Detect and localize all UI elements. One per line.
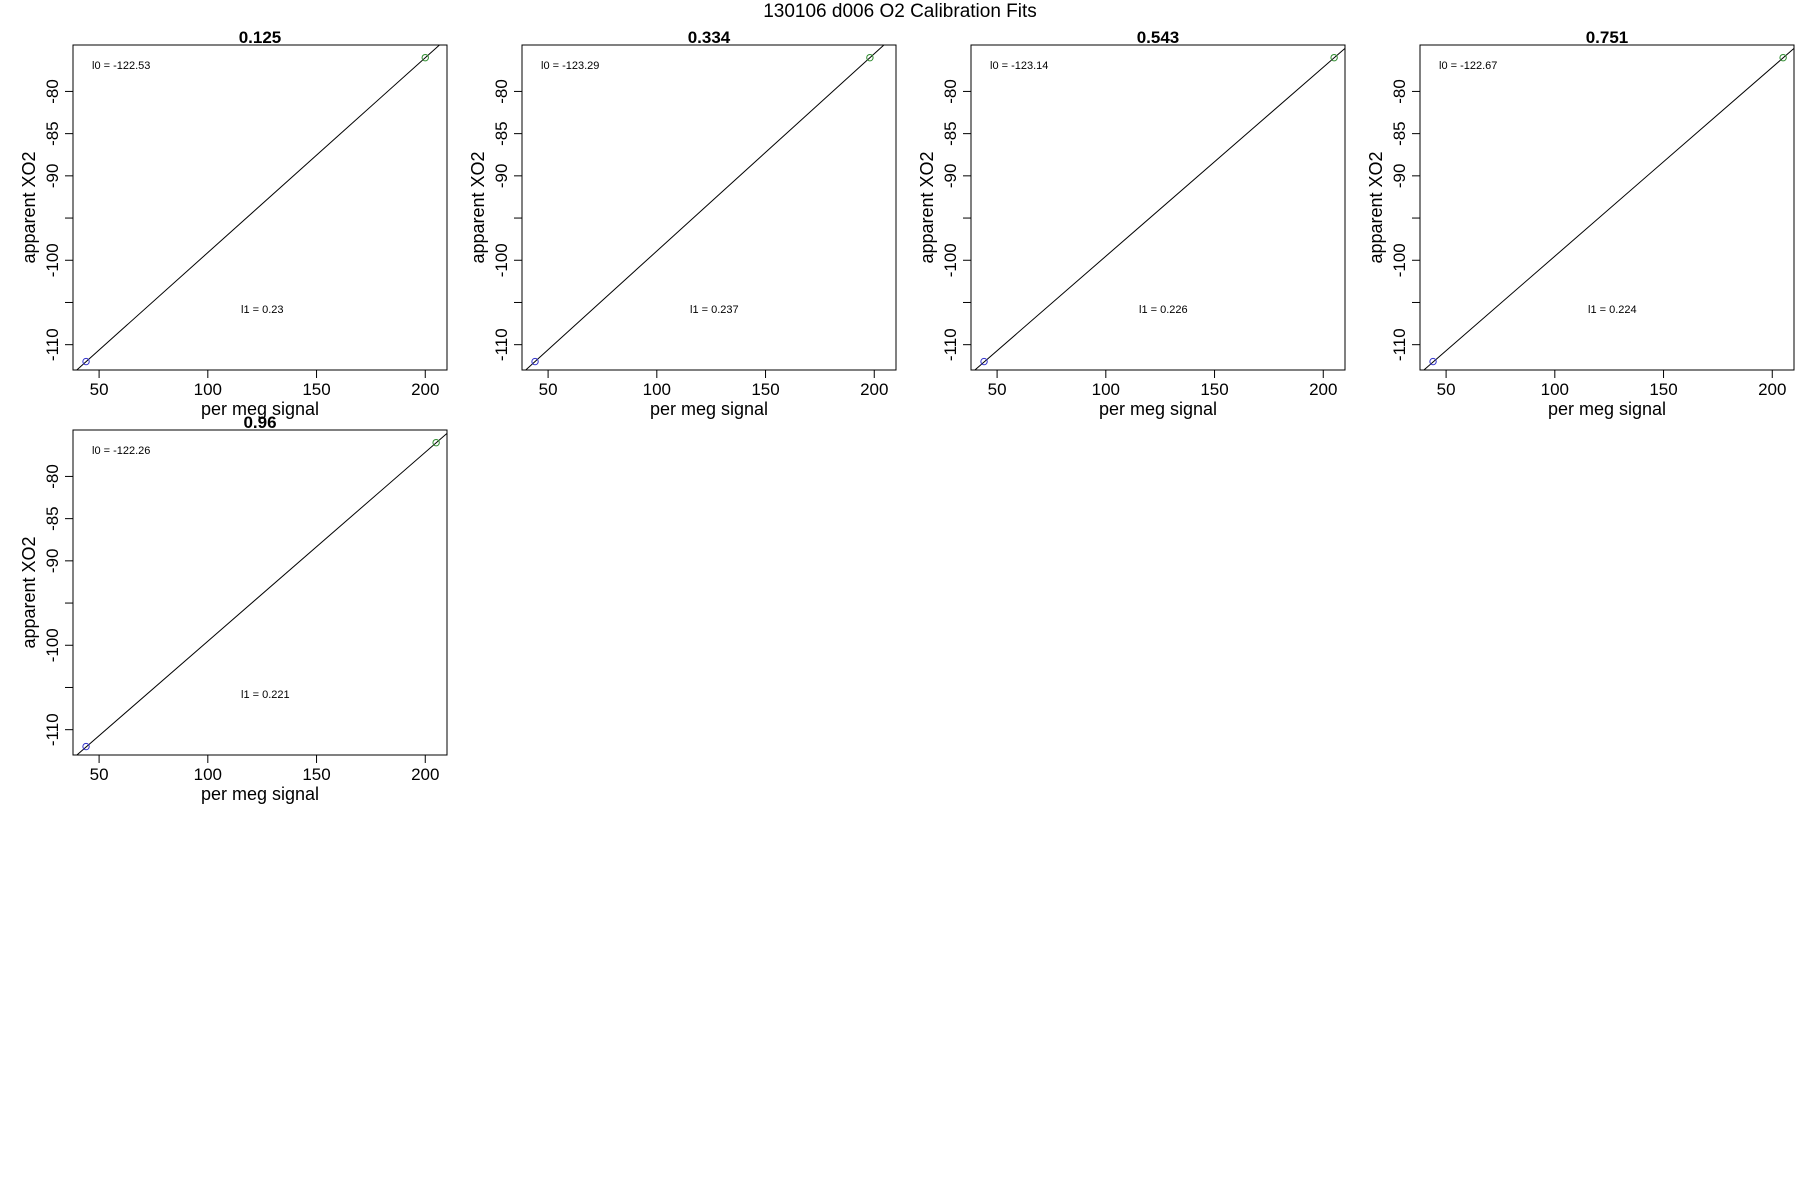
panel-3-x-tick-label-200: 200: [1309, 380, 1337, 399]
panel-2-y-tick-label-4: -100: [492, 243, 511, 277]
panel-5-y-tick-label-0: -80: [43, 464, 62, 489]
panel-3-plot-frame: [970, 44, 1346, 371]
panel-2-y-tick-label-2: -90: [492, 164, 511, 189]
panel-3-x-tick-label-150: 150: [1200, 380, 1228, 399]
panel-1-y-tick-label-0: -80: [43, 79, 62, 104]
panel-4-title: 0.751: [1586, 28, 1629, 47]
panel-1-data-point-2: [421, 53, 429, 62]
panel-2-x-tick-label-200: 200: [860, 380, 888, 399]
panel-2-x-tick-label-50: 50: [539, 380, 558, 399]
panel-5-x-axis-label: per meg signal: [201, 784, 319, 804]
panel-1-l0-annotation: l0 = -122.53: [92, 60, 150, 72]
panel-5-y-tick-label-1: -85: [43, 506, 62, 531]
panel-3-data-point-2: [1330, 53, 1338, 62]
panel-4-x-tick-label-200: 200: [1758, 380, 1786, 399]
panel-1-x-axis-label: per meg signal: [201, 399, 319, 419]
figure-title: 130106 d006 O2 Calibration Fits: [763, 1, 1037, 22]
panel-2-x-axis-label: per meg signal: [650, 399, 768, 419]
panel-4-y-axis-label: apparent XO2: [1366, 151, 1386, 263]
panel-5-x-tick-label-200: 200: [411, 765, 439, 784]
panel-3-l1-annotation: l1 = 0.226: [1139, 304, 1188, 316]
panel-3-l0-annotation: l0 = -123.14: [990, 60, 1048, 72]
panel-4-fit-line: [1423, 47, 1794, 370]
panel-3-data-point-1: [980, 357, 988, 366]
panel-2-l1-annotation: l1 = 0.237: [690, 304, 739, 316]
panel-1-y-tick-label-2: -90: [43, 164, 62, 189]
panel-5-x-tick-label-150: 150: [302, 765, 330, 784]
panel-2-title: 0.334: [688, 28, 731, 47]
panel-1-l1-annotation: l1 = 0.23: [241, 304, 284, 316]
panel-2-data-point-2: [866, 53, 874, 62]
panel-4-y-tick-label-2: -90: [1390, 164, 1409, 189]
panel-1-x-tick-label-150: 150: [302, 380, 330, 399]
panel-5-y-tick-label-6: -110: [43, 713, 62, 746]
panel-4-x-tick-label-100: 100: [1541, 380, 1569, 399]
panel-1-y-tick-label-6: -110: [43, 328, 62, 361]
panel-5-y-axis-label: apparent XO2: [19, 536, 39, 648]
panel-5-data-point-1: [82, 742, 90, 751]
panel-4-y-tick-label-6: -110: [1390, 328, 1409, 361]
panel-4-x-tick-label-50: 50: [1437, 380, 1456, 399]
panel-4-y-tick-label-4: -100: [1390, 243, 1409, 277]
panel-5-y-tick-label-2: -90: [43, 549, 62, 574]
panel-4-data-point-2: [1779, 53, 1787, 62]
panel-3-y-tick-label-0: -80: [941, 79, 960, 104]
panel-5-l0-annotation: l0 = -122.26: [92, 445, 150, 457]
panel-3-x-tick-label-100: 100: [1092, 380, 1120, 399]
panel-2-y-tick-label-1: -85: [492, 121, 511, 146]
panel-5-x-tick-label-50: 50: [90, 765, 109, 784]
panel-2-l0-annotation: l0 = -123.29: [541, 60, 599, 72]
panel-1-x-tick-label-100: 100: [194, 380, 222, 399]
panel-3-y-tick-label-2: -90: [941, 164, 960, 189]
panel-1-plot-frame: [72, 44, 448, 371]
panel-2-fit-line: [524, 45, 885, 370]
panel-1-y-tick-label-4: -100: [43, 243, 62, 277]
panel-5-y-tick-label-4: -100: [43, 628, 62, 662]
panel-3-y-axis-label: apparent XO2: [917, 151, 937, 263]
panel-5-title: 0.96: [243, 413, 276, 432]
panel-4-y-tick-label-0: -80: [1390, 79, 1409, 104]
panel-3-y-tick-label-4: -100: [941, 243, 960, 277]
panel-2-x-tick-label-100: 100: [643, 380, 671, 399]
panel-2-y-axis-label: apparent XO2: [468, 151, 488, 263]
panel-3-x-axis-label: per meg signal: [1099, 399, 1217, 419]
panel-4-x-tick-label-150: 150: [1649, 380, 1677, 399]
panel-1-fit-line: [76, 45, 441, 370]
panel-2-y-tick-label-6: -110: [492, 328, 511, 361]
panel-3-y-tick-label-1: -85: [941, 121, 960, 146]
panel-5-l1-annotation: l1 = 0.221: [241, 689, 290, 701]
panel-4-l0-annotation: l0 = -122.67: [1439, 60, 1497, 72]
panel-3-x-tick-label-50: 50: [988, 380, 1007, 399]
panel-2-y-tick-label-0: -80: [492, 79, 511, 104]
panel-1-title: 0.125: [239, 28, 282, 47]
panel-1-y-tick-label-1: -85: [43, 121, 62, 146]
panel-2-plot-frame: [521, 44, 897, 371]
panel-3-title: 0.543: [1137, 28, 1180, 47]
panel-1-data-point-1: [82, 357, 90, 366]
panel-4-plot-frame: [1419, 44, 1795, 371]
panel-4-y-tick-label-1: -85: [1390, 121, 1409, 146]
panel-2-x-tick-label-150: 150: [751, 380, 779, 399]
panel-4-x-axis-label: per meg signal: [1548, 399, 1666, 419]
panel-3-fit-line: [974, 47, 1345, 370]
panel-3-y-tick-label-6: -110: [941, 328, 960, 361]
panel-5-plot-frame: [72, 429, 448, 756]
panel-4-data-point-1: [1429, 357, 1437, 366]
panel-5-data-point-2: [432, 438, 440, 447]
panel-1-x-tick-label-200: 200: [411, 380, 439, 399]
panel-5-fit-line: [76, 432, 447, 755]
panel-1-x-tick-label-50: 50: [90, 380, 109, 399]
panel-2-data-point-1: [531, 357, 539, 366]
panel-5-x-tick-label-100: 100: [194, 765, 222, 784]
panel-4-l1-annotation: l1 = 0.224: [1588, 304, 1637, 316]
panel-1-y-axis-label: apparent XO2: [19, 151, 39, 263]
